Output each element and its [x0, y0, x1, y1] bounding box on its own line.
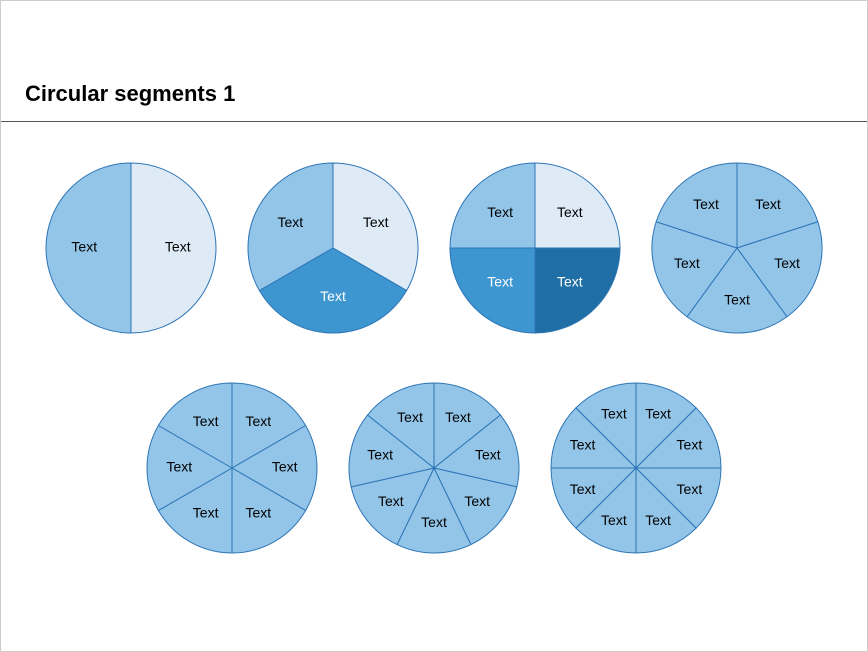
segment-label: Text [363, 214, 389, 230]
page-frame: Circular segments 1 TextTextTextTextText… [0, 0, 868, 652]
segment-label: Text [677, 437, 703, 453]
segment-label: Text [166, 459, 192, 475]
wheel-row-2: TextTextTextTextTextTextTextTextTextText… [1, 381, 867, 555]
segment-wheel-4: Text Text Text Text [448, 161, 622, 335]
segment-label: Text [774, 255, 800, 271]
title-divider [1, 121, 867, 122]
segment-label: Text [397, 409, 423, 425]
segment-slice [535, 248, 620, 333]
segment-label: Text [601, 405, 627, 421]
segment-label: Text [246, 413, 272, 429]
wheel-row-1: TextTextTextTextTextTextTextTextTextText… [1, 161, 867, 335]
segment-label: Text [165, 239, 191, 255]
segment-wheel-3: Text Text Text [246, 161, 420, 335]
segment-label: Text [421, 514, 447, 530]
segment-label: Text [693, 196, 719, 212]
segment-label: Text [367, 446, 393, 462]
segment-wheel-8: Text Text Text Text Text Text Text Text [549, 381, 723, 555]
segment-label: Text [570, 481, 596, 497]
segment-label: Text [193, 413, 219, 429]
page-title: Circular segments 1 [25, 81, 235, 107]
segment-label: Text [755, 196, 781, 212]
segment-label: Text [272, 459, 298, 475]
segment-label: Text [570, 437, 596, 453]
segment-wheel-5: Text Text Text Text Text [650, 161, 824, 335]
segment-label: Text [71, 239, 97, 255]
segment-wheel-2: Text Text [44, 161, 218, 335]
segment-label: Text [320, 288, 346, 304]
segment-label: Text [487, 274, 513, 290]
segment-slice [450, 248, 535, 333]
segment-label: Text [277, 214, 303, 230]
segment-label: Text [677, 481, 703, 497]
segment-label: Text [378, 493, 404, 509]
segment-label: Text [645, 405, 671, 421]
segment-label: Text [557, 274, 583, 290]
segment-wheel-7: Text Text Text Text Text Text Text [347, 381, 521, 555]
segment-label: Text [645, 512, 671, 528]
segment-label: Text [557, 204, 583, 220]
segment-label: Text [475, 446, 501, 462]
segment-label: Text [674, 255, 700, 271]
segment-label: Text [193, 504, 219, 520]
segment-wheel-6: Text Text Text Text Text Text [145, 381, 319, 555]
segment-label: Text [445, 409, 471, 425]
segment-label: Text [601, 512, 627, 528]
segment-label: Text [246, 504, 272, 520]
segment-label: Text [724, 291, 750, 307]
segment-label: Text [464, 493, 490, 509]
segment-label: Text [487, 204, 513, 220]
